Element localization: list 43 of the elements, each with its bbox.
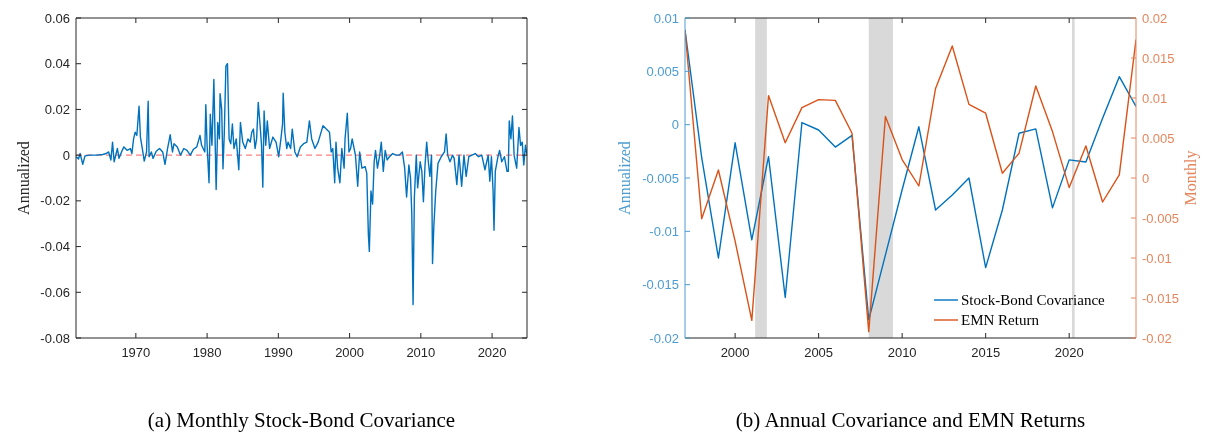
y-tick-label: -0.005 xyxy=(642,170,679,186)
y-tick-label: 0.06 xyxy=(44,10,70,26)
y2-tick-label: 0 xyxy=(1142,170,1150,186)
y-tick-label: 0.04 xyxy=(44,56,70,72)
x-tick-label: 1990 xyxy=(263,345,293,360)
text: (a) Monthly Stock-Bond Covariance xyxy=(147,408,456,432)
x-tick-label: 1970 xyxy=(121,345,151,360)
x-tick-label: 2020 xyxy=(1054,345,1084,360)
y-axis-title: Annualized xyxy=(14,141,32,215)
y-tick-label: 0 xyxy=(671,117,679,133)
y2-tick-label: -0.005 xyxy=(1142,210,1179,226)
y-tick-label: -0.01 xyxy=(649,223,679,239)
x-tick-label: 2000 xyxy=(720,345,750,360)
x-tick-label: 2000 xyxy=(335,345,365,360)
x-tick-label: 2020 xyxy=(477,345,507,360)
y2-axis-title: Monthly xyxy=(1182,150,1200,206)
y-tick-label: -0.08 xyxy=(40,330,70,346)
y-tick-label: 0.01 xyxy=(653,10,679,26)
y-tick-label: -0.015 xyxy=(642,277,679,293)
y-tick-label: -0.06 xyxy=(40,284,70,300)
y-tick-label: -0.04 xyxy=(40,239,70,255)
x-tick-label: 2010 xyxy=(887,345,917,360)
y2-tick-label: 0.005 xyxy=(1142,130,1175,146)
line-series xyxy=(76,63,527,306)
y2-tick-label: -0.015 xyxy=(1142,290,1179,306)
legend-label: Stock-Bond Covariance xyxy=(961,292,1106,308)
x-tick-label: 2005 xyxy=(804,345,834,360)
y2-tick-label: -0.01 xyxy=(1142,250,1172,266)
y2-tick-label: 0.02 xyxy=(1142,10,1168,26)
text: (b) Annual Covariance and EMN Returns xyxy=(735,408,1086,432)
y-tick-label: -0.02 xyxy=(649,330,679,346)
x-tick-label: 2015 xyxy=(971,345,1001,360)
x-tick-label: 1980 xyxy=(192,345,222,360)
y-axis-title: Annualized xyxy=(616,141,633,215)
y-tick-label: -0.02 xyxy=(40,193,70,209)
x-tick-label: 2010 xyxy=(406,345,436,360)
y2-tick-label: 0.01 xyxy=(1142,90,1168,106)
y-tick-label: 0.02 xyxy=(44,101,70,117)
y-tick-label: 0.005 xyxy=(646,63,679,79)
legend-label: EMN Return xyxy=(961,312,1040,328)
y-tick-label: 0 xyxy=(62,147,70,163)
y2-tick-label: 0.015 xyxy=(1142,50,1175,66)
y2-tick-label: -0.02 xyxy=(1142,330,1172,346)
